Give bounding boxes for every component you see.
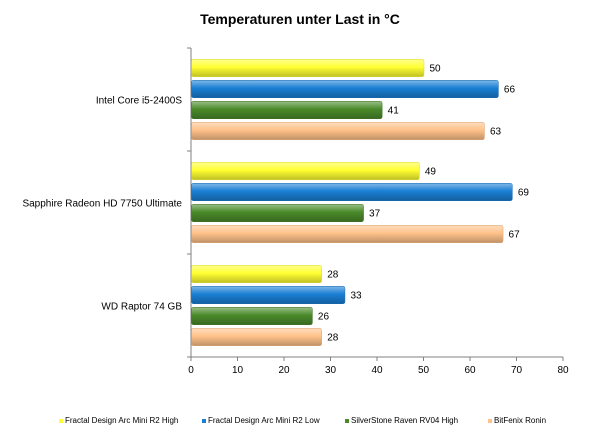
legend-item: Fractal Design Arc Mini R2 Low [202, 416, 320, 425]
data-label: 41 [388, 106, 400, 117]
chart-data-labels: 50 66 41 63 49 69 37 67 28 33 26 28 [318, 64, 530, 344]
legend-label: Fractal Design Arc Mini R2 Low [208, 416, 320, 425]
data-label: 28 [327, 333, 339, 344]
legend-item: SilverStone Raven RV04 High [345, 416, 458, 425]
legend-item: BitFenix Ronin [488, 416, 546, 425]
legend-label: SilverStone Raven RV04 High [351, 416, 459, 425]
legend-swatch [345, 418, 349, 423]
data-label: 37 [369, 209, 381, 220]
data-label: 67 [509, 230, 521, 241]
category-label: WD Raptor 74 GB [101, 302, 182, 313]
legend-swatch [202, 418, 206, 423]
bar-4-3 [191, 328, 322, 346]
data-label: 26 [318, 312, 330, 323]
x-tick-label: 10 [232, 365, 244, 376]
bar-3-2 [191, 204, 364, 222]
chart-title: Temperaturen unter Last in °C [200, 11, 400, 27]
legend-label: Fractal Design Arc Mini R2 High [65, 416, 179, 425]
x-tick-label: 50 [418, 365, 430, 376]
bar-2-1 [191, 80, 499, 98]
data-label: 28 [327, 270, 339, 281]
chart-legend: Fractal Design Arc Mini R2 High Fractal D… [0, 416, 600, 430]
legend-label: BitFenix Ronin [494, 416, 547, 425]
x-tick-label: 60 [464, 365, 476, 376]
category-label: Intel Core i5-2400S [96, 96, 182, 107]
bar-4-1 [191, 122, 485, 140]
x-tick-label: 70 [511, 365, 523, 376]
chart-axes: 0 10 20 30 40 50 60 70 80 Intel Core i5-2400S Sapp… [22, 47, 569, 376]
bar-1-1 [191, 59, 425, 77]
bar-4-2 [191, 225, 504, 243]
x-tick-label: 40 [371, 365, 383, 376]
data-label: 63 [490, 127, 502, 138]
chart-bars [191, 59, 513, 346]
x-tick-label: 30 [325, 365, 337, 376]
bar-3-1 [191, 101, 383, 119]
legend-swatch [488, 418, 492, 423]
data-label: 69 [518, 188, 530, 199]
legend-item: Fractal Design Arc Mini R2 High [59, 416, 178, 425]
bar-2-2 [191, 183, 513, 201]
x-tick-label: 20 [278, 365, 290, 376]
data-label: 50 [430, 64, 442, 75]
bar-3-3 [191, 307, 313, 325]
bar-2-3 [191, 286, 346, 304]
data-label: 33 [350, 291, 362, 302]
x-tick-label: 80 [557, 365, 569, 376]
data-label: 66 [504, 85, 516, 96]
x-tick-label: 0 [188, 365, 194, 376]
bar-1-2 [191, 162, 420, 180]
data-label: 49 [425, 167, 437, 178]
legend-swatch [59, 418, 63, 423]
bar-1-3 [191, 265, 322, 283]
category-label: Sapphire Radeon HD 7750 Ultimate [22, 199, 182, 210]
